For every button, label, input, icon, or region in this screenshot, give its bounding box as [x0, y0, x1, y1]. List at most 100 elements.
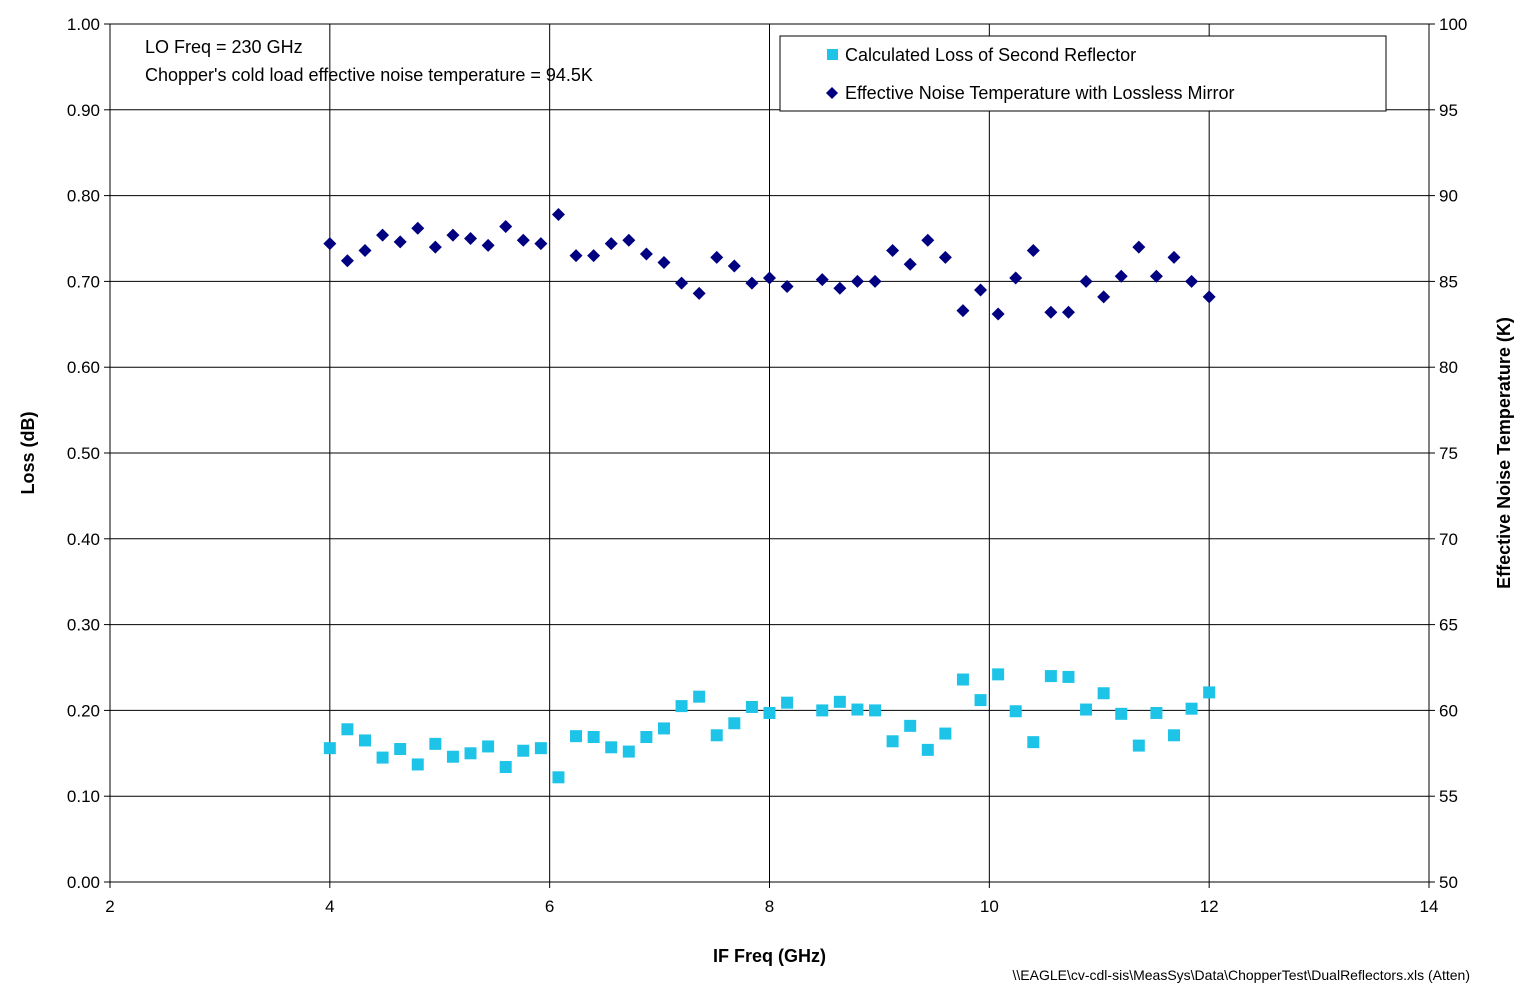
noise-temp-point	[1149, 269, 1163, 283]
legend-label-loss: Calculated Loss of Second Reflector	[845, 45, 1136, 65]
loss-point	[1185, 702, 1198, 715]
loss-point	[1132, 739, 1145, 752]
loss-point	[376, 751, 389, 764]
loss-point	[587, 730, 600, 743]
noise-temp-point	[604, 237, 618, 251]
loss-point	[323, 742, 336, 755]
loss-point	[1115, 707, 1128, 720]
loss-point	[394, 743, 407, 756]
right-tick-label: 75	[1439, 444, 1458, 463]
right-tick-label: 100	[1439, 15, 1467, 34]
left-tick-label: 0.20	[67, 701, 100, 720]
loss-point	[675, 700, 688, 713]
right-tick-label: 95	[1439, 101, 1458, 120]
x-tick-label: 12	[1200, 897, 1219, 916]
noise-temp-point	[1202, 290, 1216, 304]
left-axis-ticks: 0.00 0.10 0.20 0.30 0.40 0.50 0.60 0.70 0.80 0.90…	[67, 15, 110, 892]
loss-point	[570, 730, 583, 743]
right-axis-ticks: 50 55 60 65 70 75 80 85 90 95 100	[1429, 15, 1467, 892]
noise-temp-point	[358, 244, 372, 258]
x-tick-label: 4	[325, 897, 334, 916]
noise-temp-series	[323, 207, 1216, 321]
noise-temp-point	[1061, 305, 1075, 319]
noise-temp-point	[1114, 269, 1128, 283]
noise-temp-point	[692, 286, 706, 300]
right-tick-label: 55	[1439, 787, 1458, 806]
noise-temp-point	[481, 238, 495, 252]
grid	[109, 23, 1430, 883]
x-axis-ticks: 2 4 6 8 10 12 14	[105, 882, 1438, 916]
noise-temp-point	[622, 233, 636, 247]
loss-point	[464, 747, 477, 760]
noise-temp-point	[323, 237, 337, 251]
loss-point	[1044, 670, 1057, 683]
loss-point	[622, 745, 635, 758]
loss-point	[499, 761, 512, 774]
noise-temp-point	[376, 228, 390, 242]
left-axis-title: Loss (dB)	[18, 411, 38, 494]
noise-temp-point	[1044, 305, 1058, 319]
legend: Calculated Loss of Second Reflector Effe…	[779, 35, 1387, 112]
loss-point	[693, 690, 706, 703]
left-tick-label: 0.50	[67, 444, 100, 463]
loss-point	[851, 703, 864, 716]
legend-marker-diamond	[826, 87, 838, 99]
loss-point	[446, 750, 459, 763]
left-tick-label: 0.00	[67, 873, 100, 892]
noise-temp-point	[956, 304, 970, 318]
noise-temp-point	[727, 259, 741, 273]
loss-point	[1027, 736, 1040, 749]
noise-temp-point	[1009, 271, 1023, 285]
right-tick-label: 90	[1439, 187, 1458, 206]
noise-temp-point	[340, 254, 354, 268]
noise-temp-point	[815, 273, 829, 287]
noise-temp-point	[675, 276, 689, 290]
loss-point	[1009, 705, 1022, 718]
legend-box	[779, 35, 1387, 112]
noise-temp-point	[745, 276, 759, 290]
right-tick-label: 60	[1439, 701, 1458, 720]
noise-temp-point	[1079, 274, 1093, 288]
noise-temp-point	[428, 240, 442, 254]
noise-temp-point	[516, 233, 530, 247]
noise-temp-point	[411, 221, 425, 235]
loss-point	[921, 743, 934, 756]
right-tick-label: 70	[1439, 530, 1458, 549]
x-axis-title: IF Freq (GHz)	[713, 946, 826, 966]
noise-temp-point	[868, 274, 882, 288]
loss-point	[710, 729, 723, 742]
loss-point	[605, 741, 618, 754]
noise-temp-point	[850, 274, 864, 288]
noise-temp-point	[639, 247, 653, 261]
noise-temp-point	[569, 249, 583, 263]
noise-temp-point	[587, 249, 601, 263]
noise-temp-point	[393, 235, 407, 249]
data-series	[323, 207, 1216, 784]
noise-temp-point	[1185, 274, 1199, 288]
noise-temp-point	[886, 244, 900, 258]
left-tick-label: 0.80	[67, 187, 100, 206]
loss-point	[886, 735, 899, 748]
left-tick-label: 0.60	[67, 358, 100, 377]
noise-temp-point	[921, 233, 935, 247]
loss-point	[974, 694, 987, 707]
noise-temp-point	[499, 219, 513, 233]
x-tick-label: 14	[1420, 897, 1439, 916]
annotation-cold-load: Chopper's cold load effective noise temp…	[145, 65, 593, 85]
right-tick-label: 85	[1439, 272, 1458, 291]
right-axis-title: Effective Noise Temperature (K)	[1494, 317, 1514, 589]
loss-point	[1097, 687, 1110, 700]
loss-point	[657, 722, 670, 735]
loss-point	[411, 758, 424, 771]
right-tick-label: 65	[1439, 616, 1458, 635]
loss-point	[745, 700, 758, 713]
noise-temp-point	[1132, 240, 1146, 254]
left-tick-label: 0.30	[67, 616, 100, 635]
noise-temp-point	[1097, 290, 1111, 304]
loss-point	[1203, 686, 1216, 699]
noise-temp-point	[534, 237, 548, 251]
left-tick-label: 0.90	[67, 101, 100, 120]
loss-point	[517, 744, 530, 757]
x-tick-label: 6	[545, 897, 554, 916]
